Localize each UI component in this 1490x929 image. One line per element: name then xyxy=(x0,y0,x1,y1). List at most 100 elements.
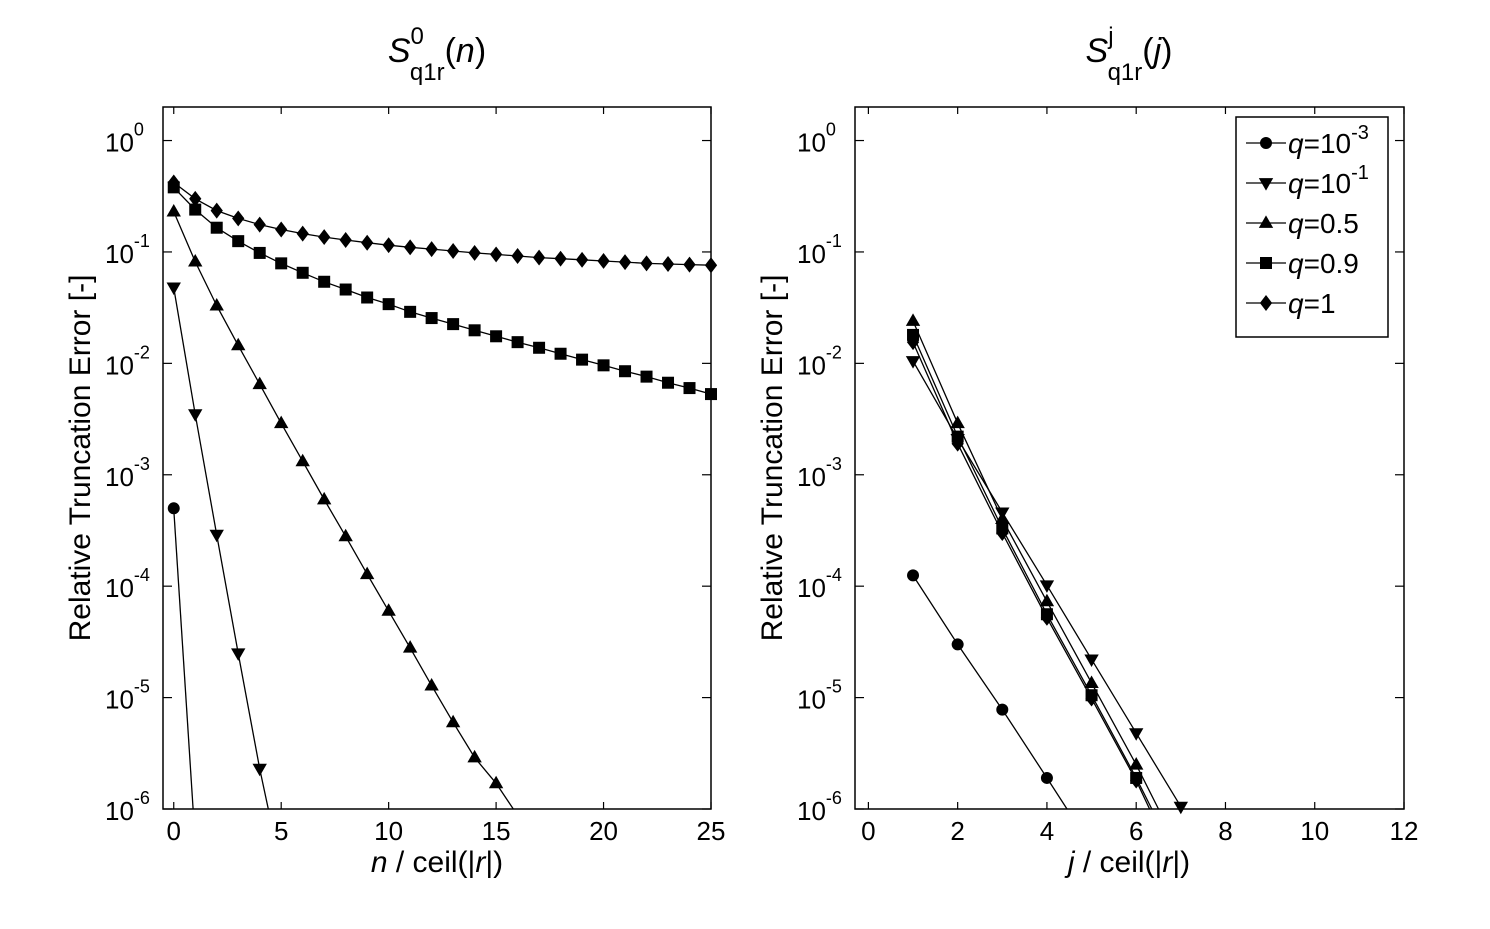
series-line xyxy=(912,334,1153,809)
data-point xyxy=(1129,757,1144,770)
x-tick-label: 8 xyxy=(1218,816,1232,846)
right-y-ticks: 10-6 10-5 10-4 10-3 10-2 10-1 100 xyxy=(797,120,1404,826)
y-tick-label: 100 xyxy=(105,120,144,158)
data-point xyxy=(253,246,266,259)
data-point xyxy=(662,376,675,389)
data-point xyxy=(996,525,1009,541)
data-point xyxy=(296,266,309,279)
data-point xyxy=(683,256,696,273)
legend-items: q=10-3q=10-1 q=0.5 q=0.9 q=1 xyxy=(1246,122,1369,319)
x-tick-label: 12 xyxy=(1390,816,1419,846)
data-point xyxy=(209,529,224,543)
data-point xyxy=(231,648,246,661)
y-tick-label: 10-2 xyxy=(105,342,150,380)
series-line xyxy=(173,508,194,809)
x-tick-label: 10 xyxy=(1300,816,1329,846)
data-point xyxy=(404,239,417,256)
data-point xyxy=(951,435,964,452)
data-point xyxy=(274,415,289,429)
right-x-axis-label: j / ceil(|r|) xyxy=(1064,846,1190,879)
legend-label: q=0.5 xyxy=(1288,208,1359,239)
data-point xyxy=(275,257,288,270)
data-point xyxy=(210,202,223,219)
data-point xyxy=(618,254,632,271)
x-tick-label: 15 xyxy=(482,816,511,846)
data-point xyxy=(166,204,181,217)
data-point xyxy=(1130,772,1143,789)
data-point xyxy=(619,365,632,378)
left-plot: S0 q1r(n) Relative Truncation Error [-] n… xyxy=(64,23,725,879)
data-point xyxy=(296,225,309,242)
y-tick-label: 10-3 xyxy=(105,454,150,492)
data-point xyxy=(554,250,567,267)
x-tick-label: 4 xyxy=(1040,816,1054,846)
series-line xyxy=(912,320,1160,809)
data-point xyxy=(361,291,374,304)
legend-marker xyxy=(1260,257,1272,269)
y-tick-label: 10-6 xyxy=(797,788,842,826)
legend-label: q=1 xyxy=(1288,288,1336,319)
x-tick-label: 2 xyxy=(950,816,964,846)
legend-marker xyxy=(1258,178,1274,191)
data-point xyxy=(252,763,267,777)
data-point xyxy=(490,330,503,343)
data-point xyxy=(381,603,396,616)
data-point xyxy=(950,415,965,429)
data-point xyxy=(1085,690,1098,707)
data-point xyxy=(188,253,203,267)
x-tick-label: 10 xyxy=(374,816,403,846)
data-point xyxy=(425,241,438,258)
right-x-ticks: 0 2 4 6 8 10 12 xyxy=(861,107,1418,846)
y-tick-label: 10-1 xyxy=(105,231,150,269)
y-tick-label: 10-3 xyxy=(797,454,842,492)
data-point xyxy=(339,283,352,296)
legend-label: q=10-1 xyxy=(1288,162,1369,199)
data-point xyxy=(905,356,921,369)
right-plot: Sj q1r(j) Relative Truncation Error [-] j… xyxy=(756,23,1418,879)
data-point xyxy=(209,297,224,311)
data-point xyxy=(640,255,653,272)
data-point xyxy=(1084,675,1099,688)
y-tick-label: 100 xyxy=(797,120,836,158)
data-point xyxy=(359,566,375,580)
legend: q=10-3q=10-1 q=0.5 q=0.9 q=1 xyxy=(1235,116,1389,338)
legend-label: q=10-3 xyxy=(1288,122,1369,159)
x-tick-label: 25 xyxy=(697,816,726,846)
legend-marker xyxy=(1259,295,1273,311)
data-point xyxy=(445,714,461,728)
data-point xyxy=(252,376,267,390)
data-point xyxy=(511,248,524,264)
left-plot-title: S0 q1r(n) xyxy=(388,23,486,86)
data-point xyxy=(597,252,610,269)
left-x-axis-label: n / ceil(|r|) xyxy=(371,846,503,879)
data-point xyxy=(905,313,921,326)
data-point xyxy=(467,749,482,763)
data-point xyxy=(906,334,920,351)
data-point xyxy=(361,234,374,251)
data-point xyxy=(683,382,696,395)
data-point xyxy=(210,221,223,234)
data-point xyxy=(275,221,288,238)
left-plot-frame xyxy=(162,106,712,810)
right-markers xyxy=(905,313,1189,815)
data-point xyxy=(166,282,181,296)
data-point xyxy=(425,312,438,325)
right-plot-title: Sj q1r(j) xyxy=(1086,23,1173,86)
data-point xyxy=(468,324,481,337)
left-series-group xyxy=(173,181,711,809)
y-tick-label: 10-6 xyxy=(105,788,150,826)
data-point xyxy=(232,235,245,248)
x-tick-label: 0 xyxy=(167,816,181,846)
data-point xyxy=(318,275,331,288)
data-point xyxy=(1040,609,1054,626)
left-y-ticks: 10-6 10-5 10-4 10-3 10-2 10-1 100 xyxy=(105,120,711,826)
data-point xyxy=(996,703,1009,716)
left-x-ticks: 0 5 10 15 20 25 xyxy=(167,107,726,846)
data-point xyxy=(316,491,332,505)
data-point xyxy=(382,298,395,311)
y-tick-label: 10-1 xyxy=(797,231,842,269)
legend-marker xyxy=(1260,137,1272,149)
series-line xyxy=(912,341,1151,809)
x-tick-label: 5 xyxy=(274,816,288,846)
